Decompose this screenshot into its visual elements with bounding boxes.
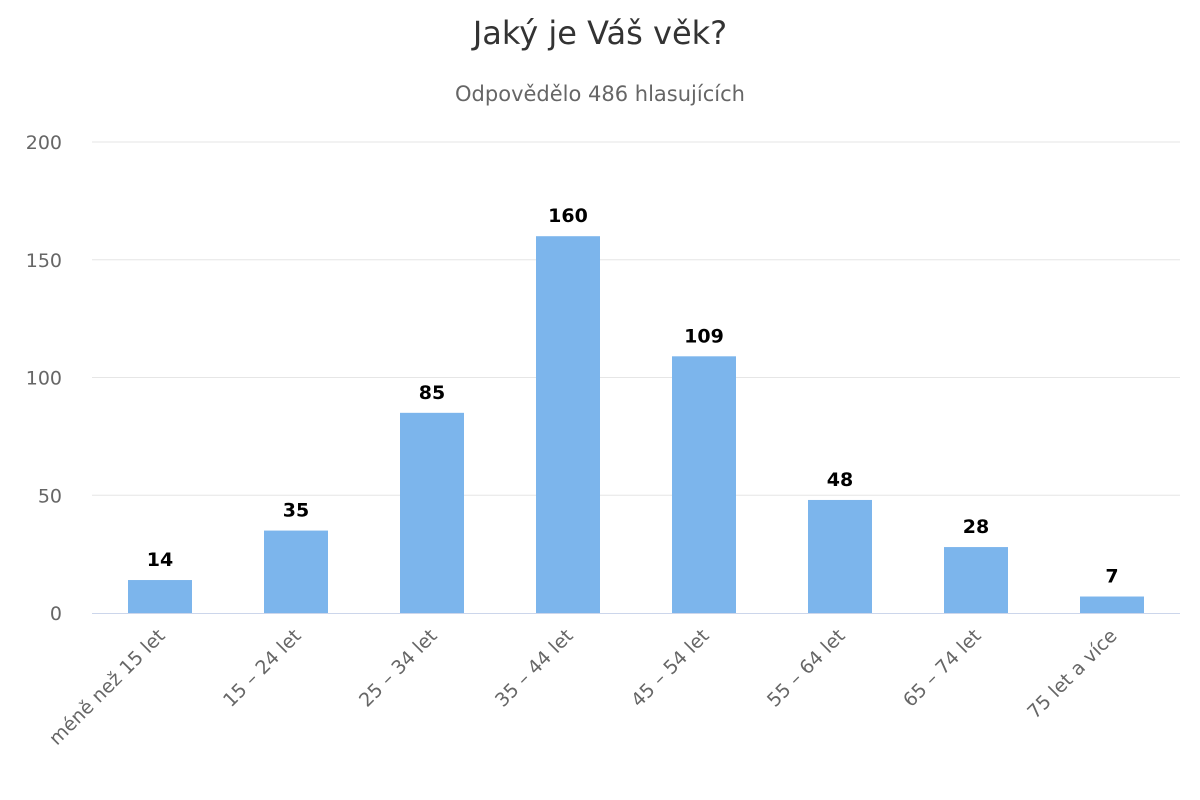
chart-title: Jaký je Váš věk? — [472, 14, 728, 52]
x-category-label: 45 – 54 let — [627, 625, 714, 712]
data-labels: 14 35 85 160 109 48 28 7 — [147, 205, 1119, 587]
bar[interactable] — [128, 580, 192, 613]
x-category-label: 15 – 24 let — [219, 625, 306, 712]
data-label: 160 — [548, 205, 588, 227]
data-label: 85 — [419, 382, 445, 404]
data-label: 14 — [147, 549, 173, 571]
bar[interactable] — [808, 499, 872, 613]
bar[interactable] — [264, 530, 328, 613]
chart-subtitle: Odpovědělo 486 hlasujících — [455, 82, 745, 106]
bar[interactable] — [400, 412, 464, 613]
data-label: 48 — [827, 469, 853, 491]
y-axis-tick-labels: 0 50 100 150 200 — [26, 132, 62, 625]
bar[interactable] — [672, 356, 736, 613]
x-category-label: 65 – 74 let — [899, 625, 986, 712]
y-tick-label: 100 — [26, 368, 62, 390]
x-category-label: 25 – 34 let — [355, 625, 442, 712]
bar[interactable] — [536, 236, 600, 613]
x-axis-category-labels: méně než 15 let 15 – 24 let 25 – 34 let 35 … — [45, 625, 1122, 750]
grid-lines — [92, 141, 1180, 496]
x-category-label: 75 let a více — [1023, 625, 1121, 723]
data-label: 28 — [963, 516, 989, 538]
data-label: 7 — [1105, 566, 1118, 588]
bars — [128, 236, 1144, 613]
bar[interactable] — [944, 547, 1008, 613]
y-tick-label: 150 — [26, 250, 62, 272]
y-tick-label: 0 — [50, 603, 62, 625]
x-category-label: méně než 15 let — [45, 625, 170, 750]
bar[interactable] — [1080, 596, 1144, 613]
data-label: 35 — [283, 500, 309, 522]
x-category-label: 55 – 64 let — [763, 625, 850, 712]
data-label: 109 — [684, 325, 724, 347]
x-category-label: 35 – 44 let — [491, 625, 578, 712]
y-tick-label: 50 — [38, 485, 62, 507]
y-tick-label: 200 — [26, 132, 62, 154]
